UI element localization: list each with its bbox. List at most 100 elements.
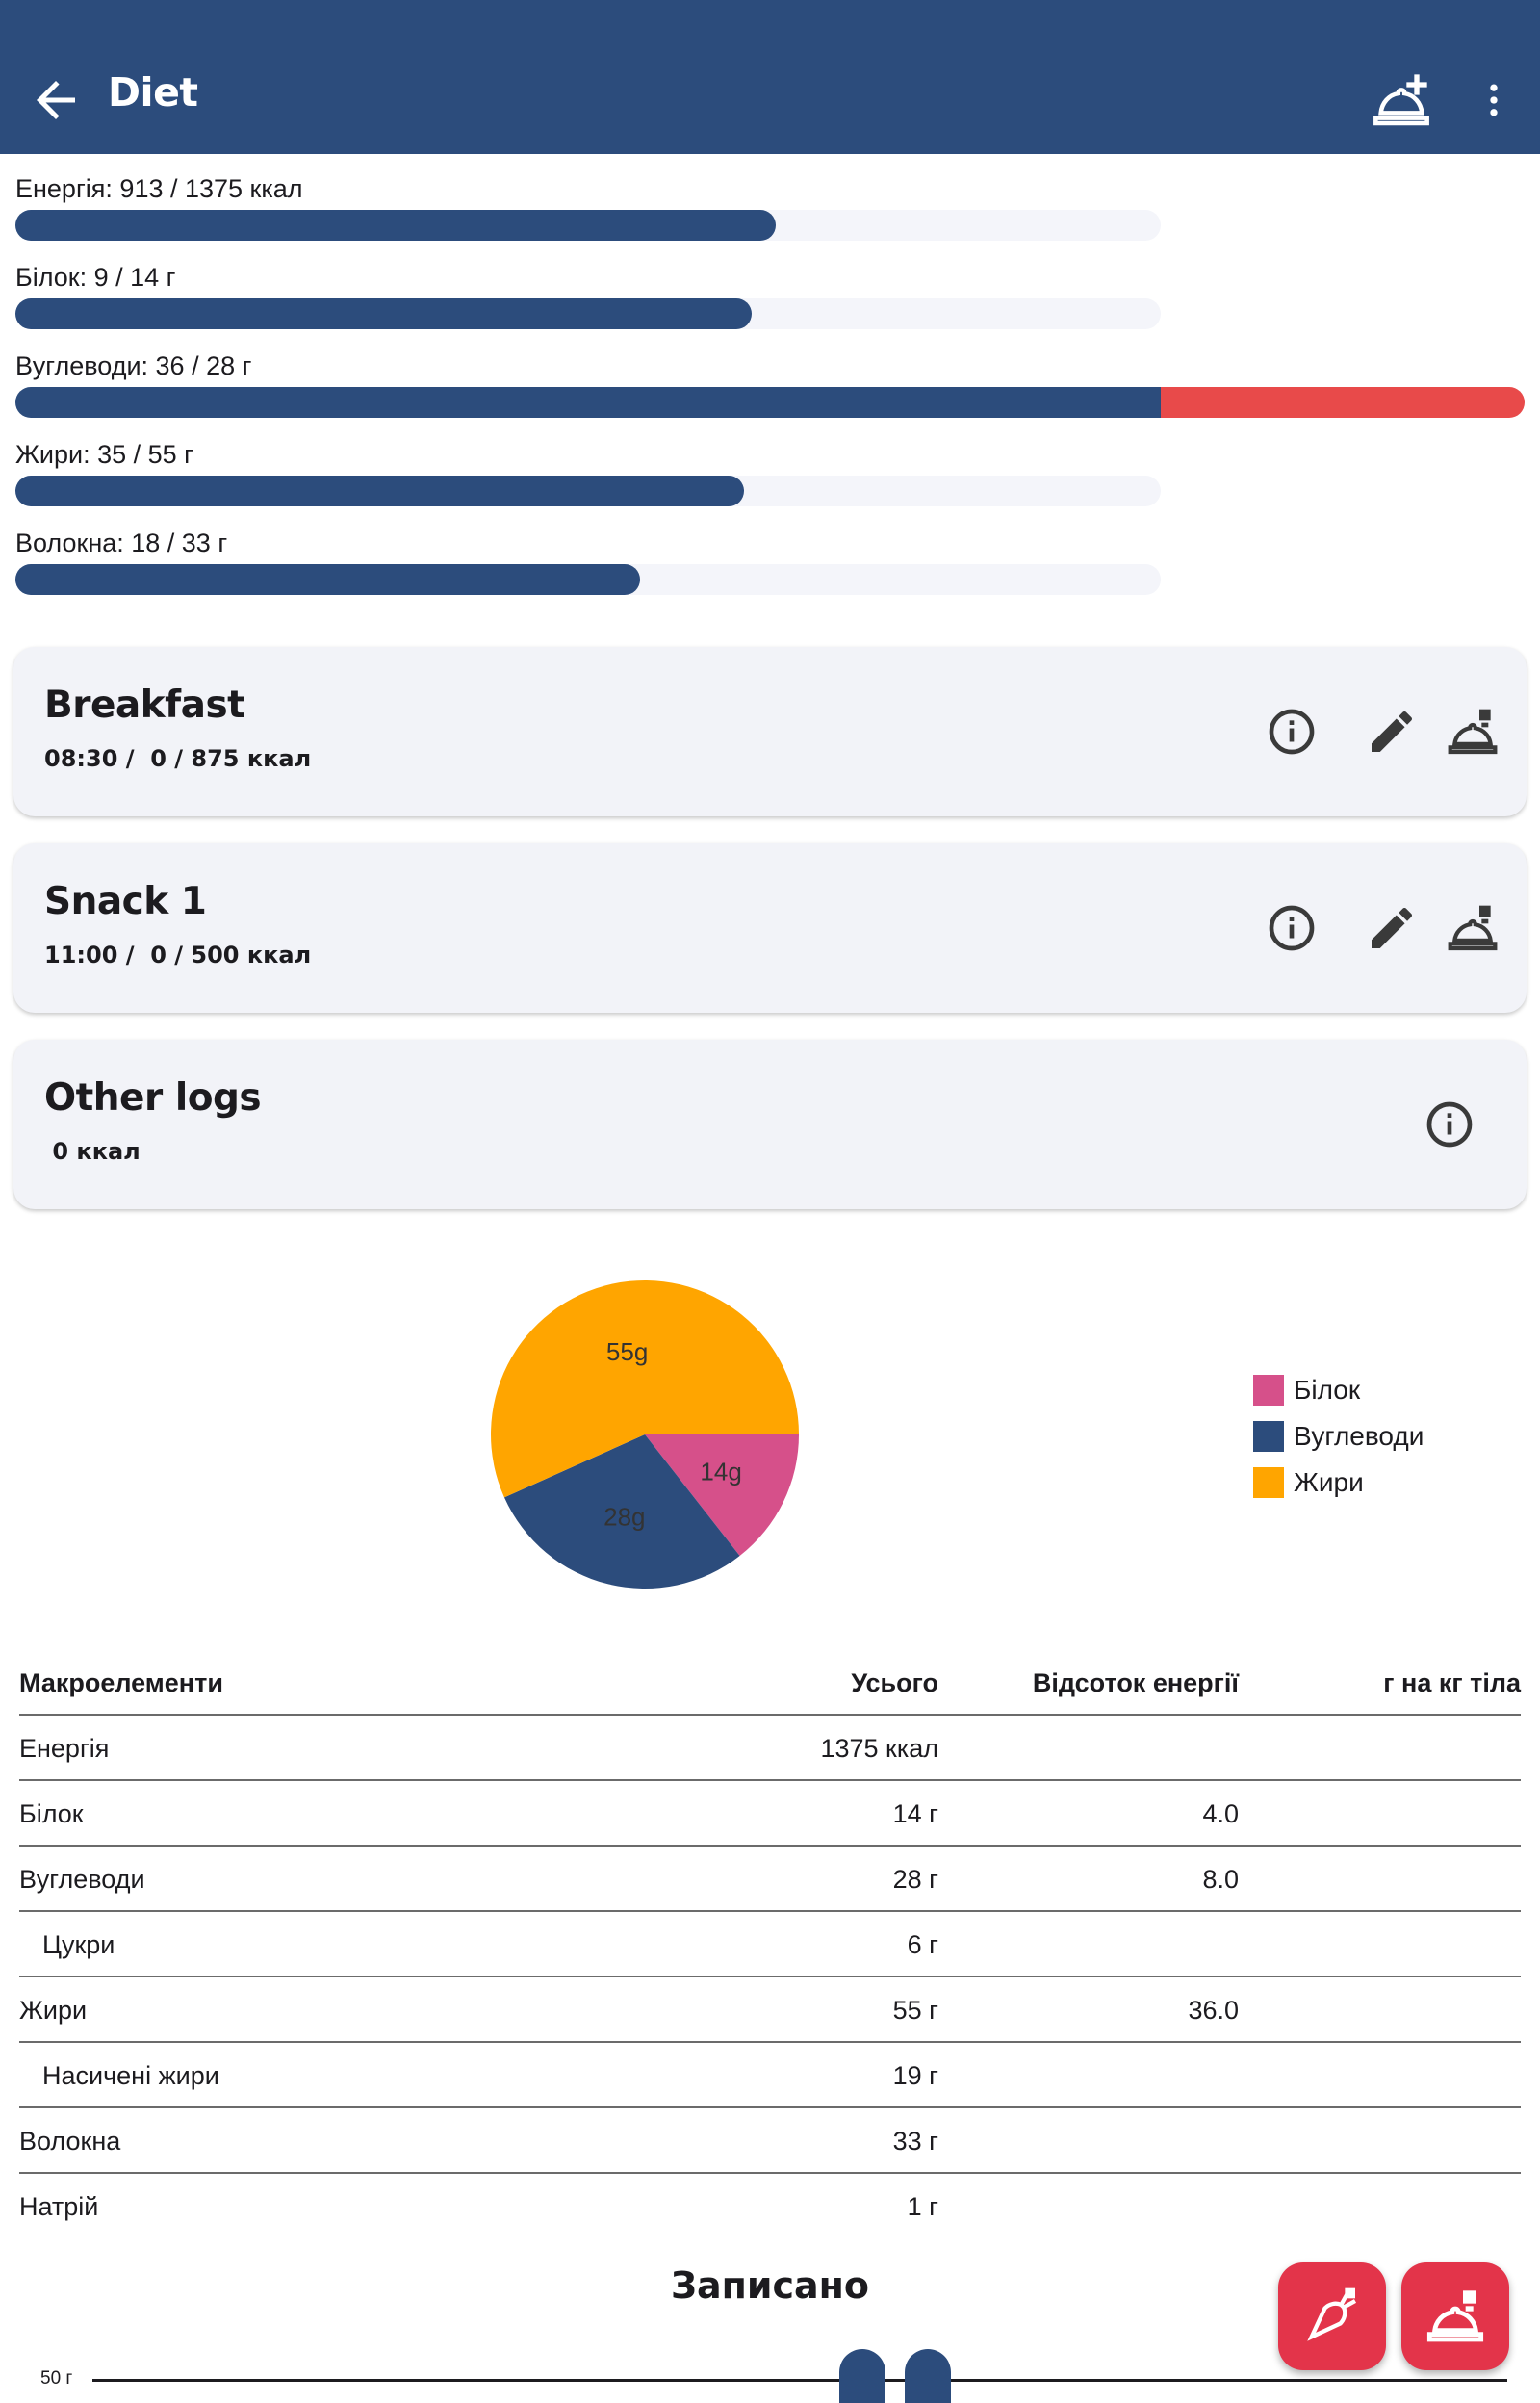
legend-item: Жири — [1253, 1460, 1424, 1506]
room-service-log-icon[interactable] — [1446, 901, 1500, 955]
nutrient-progress-label: Жири: 35 / 55 г — [15, 440, 194, 469]
app-bar: Diet — [0, 0, 1540, 154]
info-icon[interactable] — [1265, 901, 1319, 955]
nutrient-progress-label: Волокна: 18 / 33 г — [15, 529, 228, 557]
more-vert-icon[interactable] — [1473, 75, 1515, 125]
pie-slice — [645, 1434, 799, 1557]
table-body: Енергія 1375 ккал Білок 14 г 4.0 Вуглеводи 28 … — [19, 1716, 1521, 2239]
progress-track — [15, 210, 1161, 241]
legend-item: Вуглеводи — [1253, 1413, 1424, 1460]
table-row: Жири 55 г 36.0 — [19, 1977, 1521, 2043]
pencil-icon[interactable] — [1365, 901, 1419, 955]
energy-percent-cell: 8.0 — [1202, 1865, 1239, 1894]
meal-card-snack[interactable]: Snack 1 11:00 / 0 / 500 ккал — [13, 843, 1527, 1013]
progress-fill — [15, 387, 1161, 418]
log-meal-fab[interactable] — [1401, 2262, 1509, 2370]
table-row: Насичені жири 19 г — [19, 2043, 1521, 2108]
pie-legend: Білок Вуглеводи Жири — [1253, 1367, 1424, 1506]
pie-slice — [491, 1280, 799, 1498]
logged-bar — [905, 2349, 951, 2403]
legend-swatch — [1253, 1421, 1284, 1452]
meal-title: Snack 1 — [44, 880, 207, 923]
macro-name-cell: Цукри — [42, 1930, 116, 1959]
nutrient-progress-row: Вуглеводи: 36 / 28 г — [15, 349, 1525, 418]
progress-fill — [15, 210, 776, 241]
macro-table: Макроелементи Усього Відсоток енергії г … — [19, 1650, 1521, 2239]
room-service-log-icon[interactable] — [1446, 705, 1500, 759]
pie-chart-svg: 14g 28g 55g — [491, 1280, 799, 1589]
pie-slice-label: 14g — [700, 1458, 741, 1486]
other-logs-title: Other logs — [44, 1076, 262, 1120]
progress-track — [15, 564, 1161, 595]
macro-pie-chart: 14g 28g 55g — [481, 1271, 808, 1598]
info-icon[interactable] — [1265, 705, 1319, 759]
macro-name-cell: Енергія — [19, 1734, 110, 1763]
column-header-energy-percent: Відсоток енергії — [1032, 1668, 1239, 1697]
carrot-icon — [1307, 2287, 1357, 2341]
macro-name-cell: Натрій — [19, 2192, 99, 2221]
legend-label: Білок — [1294, 1375, 1361, 1405]
table-row: Енергія 1375 ккал — [19, 1716, 1521, 1781]
total-cell: 1 г — [907, 2192, 938, 2221]
other-logs-subtitle: 0 ккал — [44, 1138, 141, 1165]
legend-swatch — [1253, 1467, 1284, 1498]
macro-name-cell: Білок — [19, 1799, 84, 1828]
progress-track — [15, 298, 1161, 329]
macro-name-cell: Вуглеводи — [19, 1865, 145, 1894]
meal-card-breakfast[interactable]: Breakfast 08:30 / 0 / 875 ккал — [13, 647, 1527, 816]
pencil-icon[interactable] — [1365, 705, 1419, 759]
energy-percent-cell: 4.0 — [1202, 1799, 1239, 1828]
legend-item: Білок — [1253, 1367, 1424, 1413]
legend-swatch — [1253, 1375, 1284, 1406]
progress-fill — [15, 476, 744, 506]
total-cell: 6 г — [907, 1930, 938, 1959]
arrow-back-icon[interactable] — [27, 71, 85, 129]
progress-track — [15, 387, 1525, 418]
table-row: Натрій 1 г — [19, 2174, 1521, 2239]
room-service-add-icon[interactable] — [1371, 69, 1432, 131]
column-header-total: Усього — [851, 1668, 938, 1697]
table-row: Волокна 33 г — [19, 2108, 1521, 2174]
table-row: Білок 14 г 4.0 — [19, 1781, 1521, 1847]
total-cell: 14 г — [892, 1799, 938, 1828]
nutrient-progress-label: Білок: 9 / 14 г — [15, 263, 176, 292]
meal-subtitle: 11:00 / 0 / 500 ккал — [44, 942, 312, 969]
y-axis-gridline — [92, 2379, 1507, 2382]
nutrient-progress-row: Енергія: 913 / 1375 ккал — [15, 171, 1161, 241]
add-ingredient-fab[interactable] — [1278, 2262, 1386, 2370]
meal-subtitle: 08:30 / 0 / 875 ккал — [44, 745, 312, 772]
pie-slice-label: 28g — [603, 1502, 645, 1531]
other-logs-card[interactable]: Other logs 0 ккал — [13, 1040, 1527, 1209]
energy-percent-cell: 36.0 — [1188, 1996, 1239, 2025]
table-row: Вуглеводи 28 г 8.0 — [19, 1847, 1521, 1912]
legend-label: Жири — [1294, 1467, 1364, 1497]
progress-over-limit — [1161, 387, 1525, 418]
macro-name-cell: Жири — [19, 1996, 88, 2025]
y-axis-tick-label: 50 г — [40, 2368, 73, 2389]
total-cell: 55 г — [892, 1996, 938, 2025]
nutrient-progress-label: Вуглеводи: 36 / 28 г — [15, 351, 252, 380]
meal-title: Breakfast — [44, 684, 245, 727]
info-icon[interactable] — [1423, 1098, 1476, 1151]
macro-name-cell: Волокна — [19, 2127, 121, 2156]
legend-label: Вуглеводи — [1294, 1421, 1424, 1451]
total-cell: 1375 ккал — [820, 1734, 938, 1763]
macro-name-cell: Насичені жири — [42, 2061, 219, 2090]
progress-track — [15, 476, 1161, 506]
pie-slice-label: 55g — [606, 1337, 648, 1366]
pie-slice — [503, 1434, 740, 1589]
nutrient-progress-row: Волокна: 18 / 33 г — [15, 526, 1161, 595]
nutrient-progress-row: Жири: 35 / 55 г — [15, 437, 1161, 506]
logged-chart-title: Записано — [670, 2264, 870, 2307]
nutrient-progress-row: Білок: 9 / 14 г — [15, 260, 1161, 329]
total-cell: 28 г — [892, 1865, 938, 1894]
table-header-row: Макроелементи Усього Відсоток енергії г … — [19, 1650, 1521, 1716]
progress-fill — [15, 298, 752, 329]
table-row: Цукри 6 г — [19, 1912, 1521, 1977]
page-title: Diet — [108, 69, 198, 116]
logged-bar — [839, 2349, 886, 2403]
total-cell: 33 г — [892, 2127, 938, 2156]
column-header-g-per-kg: г на кг тіла — [1383, 1668, 1521, 1697]
room-service-log-icon — [1426, 2290, 1484, 2342]
column-header-macros: Макроелементи — [19, 1668, 223, 1697]
